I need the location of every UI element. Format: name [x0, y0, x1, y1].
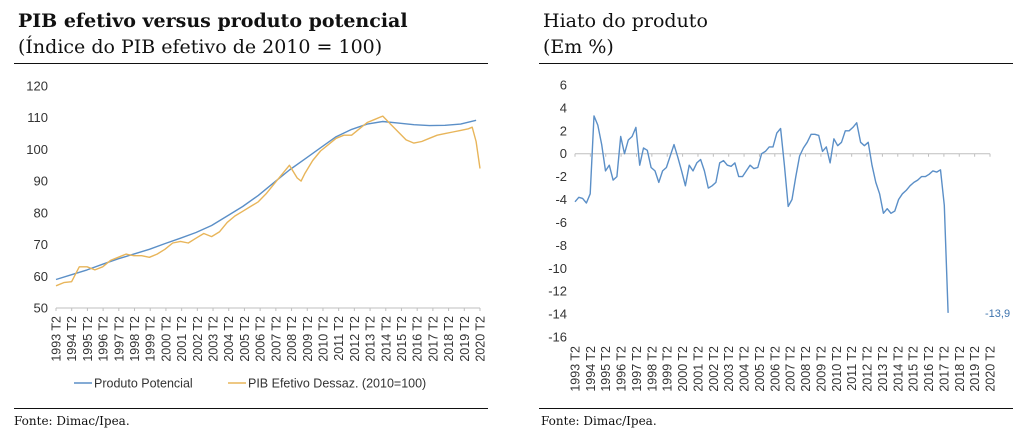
right-x-tick-label: 1994 T2	[584, 346, 598, 392]
left-x-tick-label: 2004 T2	[222, 316, 236, 362]
right-chart-title: Hiato do produto	[543, 10, 708, 32]
right-x-tick-label: 2007 T2	[784, 346, 798, 392]
right-top-rule	[539, 63, 1013, 64]
left-x-tick-label: 1994 T2	[65, 316, 79, 362]
right-x-tick-label: 2015 T2	[907, 346, 921, 392]
right-x-tick-label: 2001 T2	[691, 346, 705, 392]
right-y-tick-label: 2	[560, 123, 567, 138]
right-y-tick-label: -4	[555, 192, 567, 207]
left-x-tick-label: 2013 T2	[364, 316, 378, 362]
left-series-line-2	[55, 115, 481, 287]
left-x-tick-label: 2018 T2	[442, 316, 456, 362]
left-source-note: Fonte: Dimac/Ipea.	[14, 414, 130, 428]
right-x-tick-label: 1996 T2	[615, 346, 629, 392]
right-x-tick-label: 2019 T2	[968, 346, 982, 392]
left-x-tick-label: 2005 T2	[238, 316, 252, 362]
right-x-tick-label: 2010 T2	[830, 346, 844, 392]
left-x-tick-label: 2012 T2	[348, 316, 362, 362]
left-x-tick-label: 2002 T2	[191, 316, 205, 362]
left-x-tick-label: 2009 T2	[301, 316, 315, 362]
right-x-tick-label: 2000 T2	[676, 346, 690, 392]
right-x-tick-label: 1999 T2	[661, 346, 675, 392]
left-chart-title: PIB efetivo versus produto potencial	[18, 10, 408, 32]
right-x-tick-label: 2017 T2	[937, 346, 951, 392]
right-y-tick-label: -6	[555, 215, 567, 230]
left-x-tick-label: 2019 T2	[458, 316, 472, 362]
left-x-tick-label: 2006 T2	[254, 316, 268, 362]
right-x-tick-label: 2005 T2	[753, 346, 767, 392]
left-chart-subtitle: (Índice do PIB efetivo de 2010 = 100)	[18, 36, 383, 58]
right-chart-panel: Hiato do produto (Em %) -16 -14 -12 -10 -8 -6…	[535, 0, 1024, 436]
right-x-tick-label: 2008 T2	[799, 346, 813, 392]
left-x-tick-label: 2003 T2	[207, 316, 221, 362]
right-x-tick-label: 2003 T2	[722, 346, 736, 392]
left-y-tick-label: 90	[34, 174, 48, 189]
right-y-tick-label: 0	[560, 146, 567, 161]
right-x-tick-label: 2006 T2	[768, 346, 782, 392]
left-y-tick-label: 110	[27, 110, 48, 125]
right-x-tick-label: 2002 T2	[707, 346, 721, 392]
right-x-tick-label: 2004 T2	[738, 346, 752, 392]
left-x-tick-label: 2016 T2	[411, 316, 425, 362]
left-bottom-rule	[14, 408, 488, 409]
right-x-tick-label: 2018 T2	[953, 346, 967, 392]
right-y-tick-label: -8	[555, 238, 567, 253]
left-x-tick-label: 2017 T2	[426, 316, 440, 362]
left-x-tick-label: 2020 T2	[474, 316, 488, 362]
left-series-line-1	[55, 119, 477, 281]
left-y-tick-label: 60	[34, 269, 48, 284]
right-x-tick-label: 2016 T2	[922, 346, 936, 392]
right-chart-subtitle: (Em %)	[543, 36, 614, 58]
left-x-tick-label: 1995 T2	[81, 316, 95, 362]
left-y-tick-label: 100	[26, 142, 48, 157]
legend-label-efetivo: PIB Efetivo Dessaz. (2010=100)	[248, 377, 426, 391]
right-x-tick-label: 2014 T2	[891, 346, 905, 392]
left-y-tick-label: 70	[34, 237, 48, 252]
left-y-tick-label: 50	[34, 301, 48, 316]
right-x-tick-label: 1997 T2	[630, 346, 644, 392]
right-y-tick-label: 6	[560, 78, 567, 93]
right-y-tick-label: -12	[548, 284, 567, 299]
left-x-tick-label: 1999 T2	[144, 316, 158, 362]
left-x-tick-label: 2001 T2	[175, 316, 189, 362]
left-chart-panel: PIB efetivo versus produto potencial (Ín…	[0, 0, 500, 436]
left-top-rule	[14, 63, 488, 64]
gap-annotation-label: -13,9	[985, 308, 1010, 320]
right-y-tick-label: 4	[560, 100, 567, 115]
left-line-chart: 50 60 70 80 90 100 110 120 1993 T2 1994 T2 1995 T2…	[26, 79, 488, 391]
right-x-tick-label: 2009 T2	[814, 346, 828, 392]
right-bottom-rule	[539, 408, 1013, 409]
left-x-tick-label: 2008 T2	[285, 316, 299, 362]
right-x-tick-label: 2011 T2	[845, 346, 859, 391]
right-y-tick-label: -2	[555, 169, 567, 184]
left-y-tick-label: 80	[34, 205, 48, 220]
left-x-tick-label: 1997 T2	[112, 316, 126, 362]
left-x-tick-label: 1996 T2	[97, 316, 111, 362]
left-x-tick-label: 2015 T2	[395, 316, 409, 362]
right-x-tick-label: 2012 T2	[861, 346, 875, 392]
right-x-tick-label: 2013 T2	[876, 346, 890, 392]
right-x-tick-label: 1993 T2	[569, 346, 583, 392]
right-x-tick-label: 2020 T2	[984, 346, 998, 392]
right-x-tick-label: 1998 T2	[645, 346, 659, 392]
right-y-tick-label: -10	[548, 261, 567, 276]
left-x-tick-label: 2014 T2	[379, 316, 393, 362]
left-x-tick-label: 1993 T2	[50, 316, 64, 362]
right-y-tick-label: -16	[548, 330, 567, 345]
right-x-tick-label: 1995 T2	[599, 346, 613, 392]
right-series-line-1	[574, 115, 949, 313]
left-x-tick-label: 2010 T2	[316, 316, 330, 362]
right-y-tick-label: -14	[548, 307, 567, 322]
left-x-tick-label: 2007 T2	[269, 316, 283, 362]
left-x-tick-label: 2000 T2	[159, 316, 173, 362]
left-x-tick-label: 1998 T2	[128, 316, 142, 362]
left-x-tick-label: 2011 T2	[332, 316, 346, 361]
left-y-tick-label: 120	[26, 79, 48, 94]
right-source-note: Fonte: Dimac/Ipea.	[541, 414, 657, 428]
legend-label-potencial: Produto Potencial	[94, 377, 193, 391]
